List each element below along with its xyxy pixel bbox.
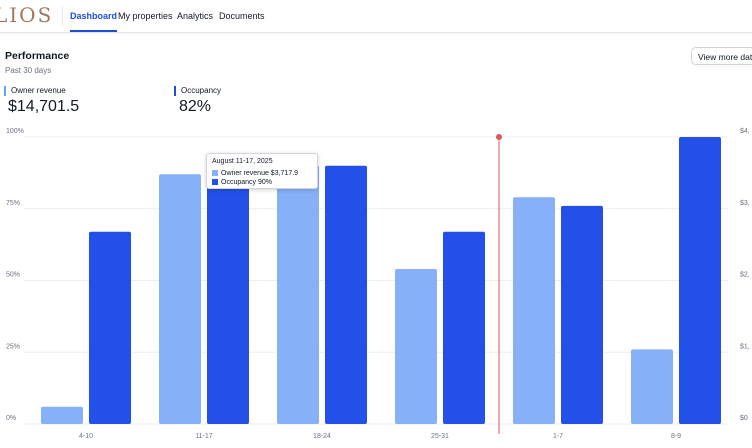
owner-revenue-bar-4-10 xyxy=(41,406,83,424)
y-tick-label-left: 25% xyxy=(6,343,20,350)
occupancy-bar-18-24 xyxy=(325,165,367,424)
tooltip-row-occupancy: Occupancy 90% xyxy=(212,179,272,187)
performance-period: Past 30 days xyxy=(5,66,52,75)
x-tick-label-11-17: 11-17 xyxy=(195,433,212,440)
tab-my-properties[interactable]: My properties xyxy=(118,11,173,21)
tooltip-owner-revenue-text: Owner revenue $3,717.9 xyxy=(221,170,299,177)
performance-title: Performance xyxy=(5,50,70,62)
occupancy-bar-25-31 xyxy=(443,231,485,424)
top-nav: LIOS Dashboard My properties Analytics D… xyxy=(0,0,752,33)
x-tick-label-18-24: 18-24 xyxy=(313,433,331,440)
x-tick-label-8-9: 8-9 xyxy=(671,433,681,440)
owner-revenue-bar-25-31 xyxy=(395,269,437,424)
occupancy-bar-11-17 xyxy=(207,165,249,424)
y-tick-label-left: 0% xyxy=(6,415,16,422)
tab-documents[interactable]: Documents xyxy=(219,11,265,21)
chart-tooltip: August 11-17, 2025 Owner revenue $3,717.… xyxy=(206,153,318,189)
tooltip-row-owner-revenue: Owner revenue $3,717.9 xyxy=(212,170,298,178)
occupancy-value: 82% xyxy=(179,98,212,115)
y-tick-label-left: 50% xyxy=(6,272,20,279)
y-tick-label-left: 75% xyxy=(6,200,20,207)
occupancy-bar-8-9 xyxy=(679,137,721,424)
brand-logo[interactable]: LIOS xyxy=(0,3,54,27)
occupancy-bar-4-10 xyxy=(89,231,131,424)
y-tick-label-right: $2, xyxy=(740,272,750,279)
view-more-data-button[interactable]: View more data xyxy=(691,47,752,65)
y-tick-label-right: $1, xyxy=(740,343,750,350)
y-tick-label-left: 100% xyxy=(6,128,24,135)
tooltip-title: August 11-17, 2025 xyxy=(212,158,273,165)
owner-revenue-bar-18-24 xyxy=(277,165,319,424)
occupancy-swatch xyxy=(212,179,218,185)
tab-analytics[interactable]: Analytics xyxy=(177,11,214,21)
performance-bar-chart[interactable]: 0% $0 25% $1, 50% $2, 75% $3, 100% $4, 4-10 11-17 18… xyxy=(0,124,752,448)
owner-revenue-value: $14,701.5 xyxy=(8,98,80,115)
nav-divider xyxy=(62,7,63,25)
tab-dashboard[interactable]: Dashboard xyxy=(70,0,118,32)
y-tick-label-right: $0 xyxy=(740,415,748,422)
owner-revenue-bar-11-17 xyxy=(159,174,201,424)
owner-revenue-bar-8-9 xyxy=(631,349,673,424)
owner-revenue-swatch xyxy=(212,170,218,176)
tooltip-occupancy-text: Occupancy 90% xyxy=(221,179,272,186)
owner-revenue-bar-1-7 xyxy=(513,197,555,424)
y-tick-label-right: $3, xyxy=(740,200,750,207)
occupancy-label: Occupancy xyxy=(174,86,221,96)
x-tick-label-25-31: 25-31 xyxy=(431,433,449,440)
y-tick-label-right: $4, xyxy=(740,128,750,135)
x-tick-label-1-7: 1-7 xyxy=(553,433,563,440)
current-date-marker-dot xyxy=(496,134,502,140)
x-tick-label-4-10: 4-10 xyxy=(79,433,93,440)
owner-revenue-label: Owner revenue xyxy=(4,86,66,96)
occupancy-bar-1-7 xyxy=(561,205,603,424)
